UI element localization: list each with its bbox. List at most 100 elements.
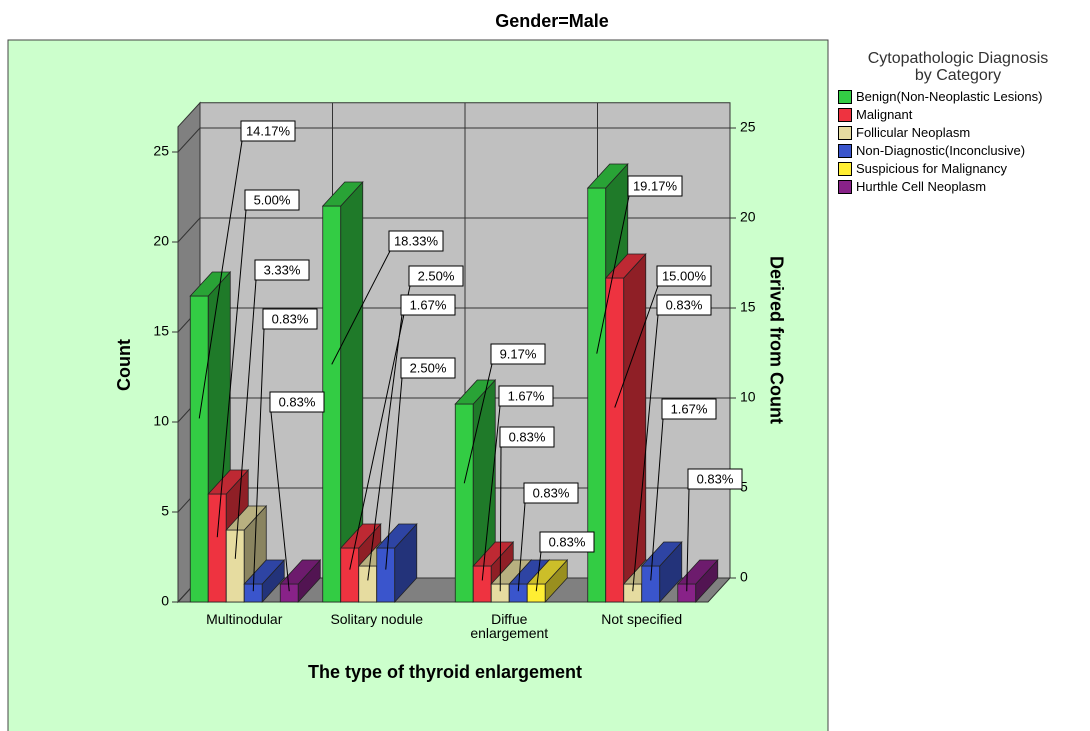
leader-line	[686, 488, 690, 592]
bar	[375, 522, 418, 604]
legend-swatch	[838, 90, 852, 104]
data-label: 0.83%	[697, 471, 734, 486]
bar-top	[676, 559, 719, 585]
data-label: 0.83%	[666, 297, 703, 312]
leader-line	[614, 285, 659, 408]
bar-front	[605, 277, 625, 603]
data-label: 0.83%	[279, 394, 316, 409]
leader-line	[499, 446, 502, 592]
leader-line	[463, 363, 493, 484]
bar	[526, 558, 569, 604]
legend-label: Benign(Non-Neoplastic Lesions)	[856, 89, 1043, 104]
y2-tick-label: 20	[740, 209, 756, 225]
bar	[640, 540, 683, 604]
leader-line	[270, 411, 290, 592]
data-label: 1.67%	[508, 388, 545, 403]
data-label-box	[627, 175, 683, 197]
bar-front	[526, 583, 546, 603]
data-label-box	[254, 259, 310, 281]
bar-side	[623, 252, 647, 604]
leader-line	[596, 195, 630, 354]
data-label-box	[539, 531, 595, 553]
legend-label: Suspicious for Malignancy	[856, 161, 1008, 176]
legend-swatch	[838, 108, 852, 122]
bar	[454, 378, 497, 604]
data-label: 0.83%	[272, 311, 309, 326]
data-label-box	[244, 189, 300, 211]
data-label: 2.50%	[418, 268, 455, 283]
leader-line	[331, 250, 391, 365]
data-label-box	[499, 426, 555, 448]
data-label: 9.17%	[500, 346, 537, 361]
data-label-box	[498, 385, 554, 407]
x-tick-label: Diffue enlargement	[470, 611, 549, 641]
x-tick-label: Solitary nodule	[330, 611, 424, 627]
y2-tick-label: 10	[740, 389, 756, 405]
legend: Cytopathologic Diagnosis by Category Ben…	[838, 50, 1078, 196]
data-label-box	[656, 294, 712, 316]
data-label: 14.17%	[246, 123, 291, 138]
leader-line	[385, 377, 403, 570]
leader-line	[252, 328, 265, 592]
bar-top	[472, 541, 515, 567]
leader-line	[517, 502, 526, 592]
legend-item: Benign(Non-Neoplastic Lesions)	[838, 88, 1078, 106]
bar-front	[454, 403, 474, 603]
y2-tick-label: 25	[740, 119, 756, 135]
leader-line	[535, 551, 542, 592]
leader-line	[367, 314, 403, 581]
bar-top	[586, 163, 629, 189]
data-label-box	[269, 391, 325, 413]
bar	[321, 180, 364, 604]
x-tick-label: Multinodular	[206, 611, 283, 627]
data-label: 1.67%	[410, 297, 447, 312]
data-label: 5.00%	[254, 192, 291, 207]
bar-top	[604, 253, 647, 279]
legend-swatch	[838, 126, 852, 140]
y-tick-label: 20	[153, 233, 169, 249]
data-label-box	[388, 230, 444, 252]
legend-label: Hurthle Cell Neoplasm	[856, 179, 987, 194]
data-label-box	[400, 294, 456, 316]
data-label-box	[523, 482, 579, 504]
data-label: 0.83%	[509, 429, 546, 444]
bar-front	[340, 547, 360, 603]
data-label: 0.83%	[533, 485, 570, 500]
data-label-box	[400, 357, 456, 379]
data-label-box	[490, 343, 546, 365]
data-label-box	[656, 265, 712, 287]
data-label: 15.00%	[662, 268, 707, 283]
data-label-box	[262, 308, 318, 330]
legend-title: Cytopathologic Diagnosis by Category	[867, 50, 1049, 84]
bar-top	[375, 523, 418, 549]
x-tick-label: Not specified	[601, 611, 683, 627]
y-tick-label: 0	[161, 593, 169, 609]
data-label: 0.83%	[549, 534, 586, 549]
y-tick-label: 15	[153, 323, 169, 339]
bar-front	[641, 565, 661, 603]
data-label-box	[661, 398, 717, 420]
data-label: 3.33%	[264, 262, 301, 277]
legend-item: Non-Diagnostic(Inconclusive)	[838, 142, 1078, 160]
bar-front	[207, 493, 227, 603]
grid-line	[177, 127, 201, 153]
legend-swatch	[838, 162, 852, 176]
leader-line	[650, 418, 664, 581]
grid-line	[177, 217, 201, 243]
bar	[604, 252, 647, 604]
bar-top	[454, 379, 497, 405]
y2-tick-label: 0	[740, 569, 748, 585]
y-axis-title: Count	[114, 339, 134, 391]
bar-front	[358, 565, 378, 603]
legend-item: Suspicious for Malignancy	[838, 160, 1078, 178]
data-label: 19.17%	[633, 178, 678, 193]
data-label-box	[240, 120, 296, 142]
data-label: 1.67%	[671, 401, 708, 416]
bar-front	[322, 205, 342, 603]
legend-swatch	[838, 180, 852, 194]
bar-top	[339, 523, 382, 549]
leader-line	[481, 405, 501, 581]
x-axis-title: The type of thyroid enlargement	[308, 662, 582, 682]
